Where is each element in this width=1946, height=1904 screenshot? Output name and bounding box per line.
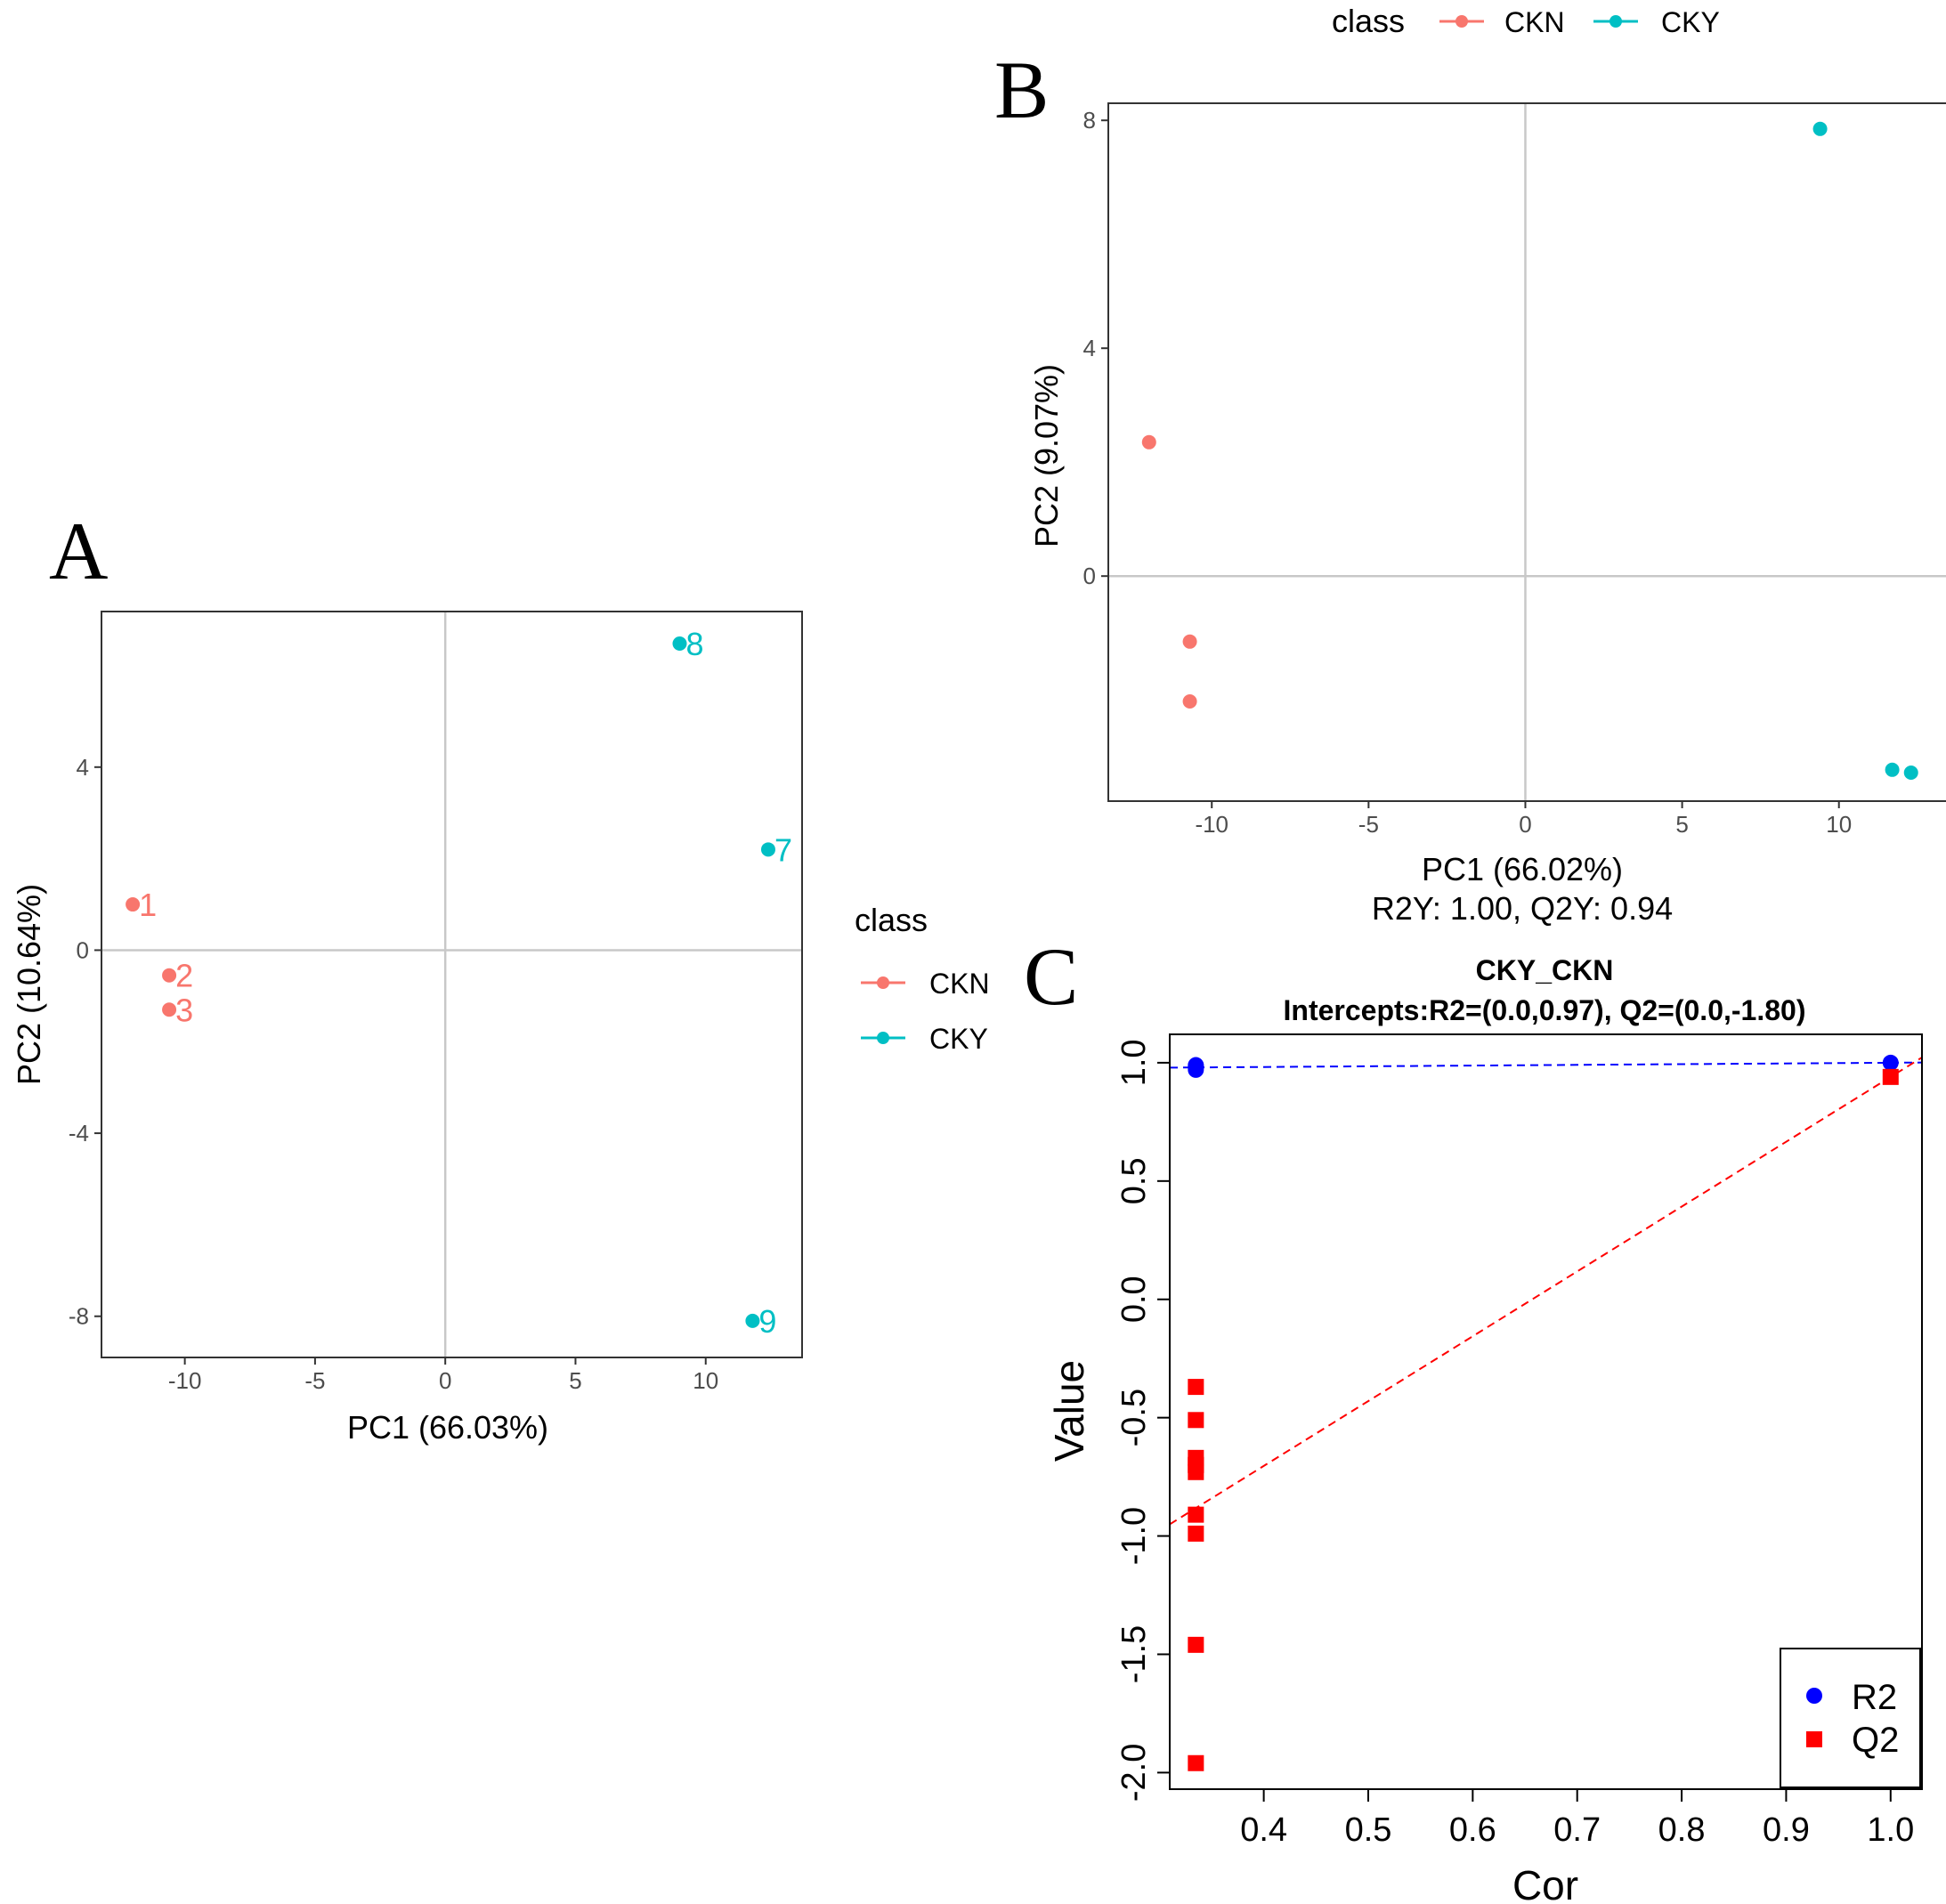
data-point-label: 7 — [774, 831, 792, 868]
data-point-q2 — [1188, 1506, 1204, 1523]
plot-a-frame — [101, 611, 803, 1358]
plot-a-x-axis-label: PC1 (66.03%) — [347, 1409, 548, 1446]
plot-a-y-tick-label: 4 — [77, 754, 89, 781]
legend-b-ckn-label: CKN — [1504, 6, 1565, 38]
regression-line-q2 — [1170, 1057, 1922, 1526]
data-point-q2 — [1188, 1379, 1204, 1396]
plot-b-y-axis-label: PC2 (9.07%) — [1028, 364, 1065, 547]
legend-a-cky-marker — [877, 1032, 889, 1044]
data-point-cky — [1812, 121, 1828, 136]
data-point-ckn — [162, 968, 177, 983]
legend-c-r2-marker — [1806, 1688, 1822, 1704]
plot-b-x-axis-label: PC1 (66.02%) — [1422, 851, 1623, 887]
regression-line-r2 — [1170, 1061, 1922, 1069]
plot-a-x-tick-label: -10 — [168, 1367, 202, 1394]
data-point-cky — [1885, 762, 1900, 777]
data-point-cky — [672, 636, 687, 651]
data-point-q2 — [1188, 1456, 1204, 1473]
panel-letter-c: C — [1024, 931, 1078, 1022]
plot-b-frame — [1107, 102, 1946, 802]
legend-c-r2-label: R2 — [1852, 1678, 1897, 1717]
legend-a-ckn-marker — [877, 976, 889, 989]
plot-b-legend: class CKN CKY — [1332, 3, 1720, 39]
plot-c-frame — [1169, 1033, 1923, 1790]
plot-a-y-tick-label: -4 — [69, 1120, 89, 1146]
data-point-label: 1 — [139, 887, 157, 923]
panel-letter-a: A — [49, 506, 108, 596]
data-point-label: 8 — [685, 626, 703, 662]
plot-c-x-tick-label: 0.7 — [1553, 1811, 1601, 1849]
plot-b-x-tick-label: 10 — [1826, 811, 1852, 838]
data-point-cky — [760, 842, 775, 857]
plot-c-y-tick-label: -2.0 — [1115, 1744, 1153, 1802]
permutation-plot-c: CKY_CKN Intercepts:R2=(0.0,0.97), Q2=(0.… — [1046, 954, 1923, 1904]
plot-c-x-tick-label: 0.6 — [1449, 1811, 1496, 1849]
plot-a-legend: class CKN CKY — [855, 902, 990, 1055]
data-point-cky — [1903, 766, 1918, 780]
plot-b-x-tick-label: -5 — [1358, 811, 1379, 838]
plot-a-y-tick-label: 0 — [77, 936, 89, 963]
pca-plot-a: -10 -5 0 5 10 4 0 -4 -8 123 7 8 9 PC1 (66.03%) PC2 … — [11, 611, 990, 1446]
plot-c-x-tick-label: 0.4 — [1240, 1811, 1287, 1849]
data-point-ckn — [1182, 634, 1197, 649]
plot-c-y-axis-label: Value — [1046, 1360, 1092, 1462]
plot-a-x-tick-label: 0 — [439, 1367, 451, 1394]
plot-a-x-tick-label: -5 — [304, 1367, 325, 1394]
legend-b-ckn-marker — [1455, 15, 1468, 28]
plot-c-y-tick-label: 0.0 — [1115, 1276, 1153, 1323]
data-point-q2 — [1188, 1754, 1204, 1771]
data-point-q2 — [1188, 1636, 1204, 1653]
plot-b-y-tick-label: 0 — [1083, 563, 1096, 589]
legend-c-q2-label: Q2 — [1852, 1721, 1899, 1760]
plot-c-x-tick-label: 0.8 — [1658, 1811, 1706, 1849]
data-point-label: 9 — [758, 1303, 776, 1340]
plot-c-y-tick-label: 0.5 — [1115, 1157, 1153, 1204]
plot-c-title: CKY_CKN — [1476, 954, 1614, 986]
plot-b-x-tick-label: -10 — [1195, 811, 1228, 838]
data-point-q2 — [1188, 1525, 1204, 1542]
plot-b-legend-title: class — [1332, 3, 1405, 39]
data-point-cky — [745, 1313, 760, 1328]
plot-b-x-tick-label: 5 — [1675, 811, 1688, 838]
plot-c-y-tick-label: -1.0 — [1115, 1507, 1153, 1565]
legend-b-cky-label: CKY — [1661, 6, 1720, 38]
plot-c-legend: R2 Q2 — [1780, 1648, 1921, 1788]
data-point-ckn — [1141, 434, 1156, 450]
legend-b-cky-marker — [1610, 15, 1622, 28]
plot-a-y-tick-label: -8 — [69, 1303, 89, 1330]
legend-c-q2-marker — [1806, 1731, 1822, 1747]
data-point-ckn — [1182, 694, 1197, 709]
legend-a-cky-label: CKY — [929, 1023, 988, 1055]
plot-c-x-axis-label: Cor — [1512, 1862, 1578, 1904]
plot-c-y-tick-label: 1.0 — [1115, 1039, 1153, 1086]
plot-c-y-tick-label: -1.5 — [1115, 1625, 1153, 1683]
plot-b-y-tick-label: 4 — [1083, 335, 1096, 361]
data-point-label: 3 — [175, 992, 193, 1028]
plot-b-x-tick-label: 0 — [1519, 811, 1531, 838]
plot-c-y-tick-label: -0.5 — [1115, 1389, 1153, 1446]
plot-c-legend-box — [1780, 1648, 1921, 1788]
data-point-r2 — [1188, 1057, 1204, 1074]
plot-a-x-tick-label: 10 — [693, 1367, 718, 1394]
plot-a-legend-title: class — [855, 902, 928, 938]
data-point-q2 — [1188, 1412, 1204, 1429]
plot-a-x-tick-label: 5 — [569, 1367, 581, 1394]
data-point-r2 — [1882, 1054, 1899, 1071]
plot-c-x-tick-label: 0.5 — [1345, 1811, 1392, 1849]
data-point-ckn — [126, 897, 141, 912]
panel-letter-b: B — [994, 45, 1049, 135]
plot-b-model-stats: R2Y: 1.00, Q2Y: 0.94 — [1372, 890, 1673, 927]
plot-a-y-axis-label: PC2 (10.64%) — [11, 884, 47, 1085]
data-point-label: 2 — [175, 958, 193, 994]
plot-b-y-tick-label: 8 — [1083, 107, 1096, 134]
legend-a-ckn-label: CKN — [929, 968, 990, 1000]
data-point-ckn — [162, 1002, 177, 1017]
data-point-q2 — [1882, 1068, 1899, 1085]
plot-c-x-tick-label: 0.9 — [1763, 1811, 1810, 1849]
plot-c-x-tick-label: 1.0 — [1867, 1811, 1914, 1849]
plot-c-intercepts: Intercepts:R2=(0.0,0.97), Q2=(0.0,-1.80) — [1284, 994, 1806, 1026]
